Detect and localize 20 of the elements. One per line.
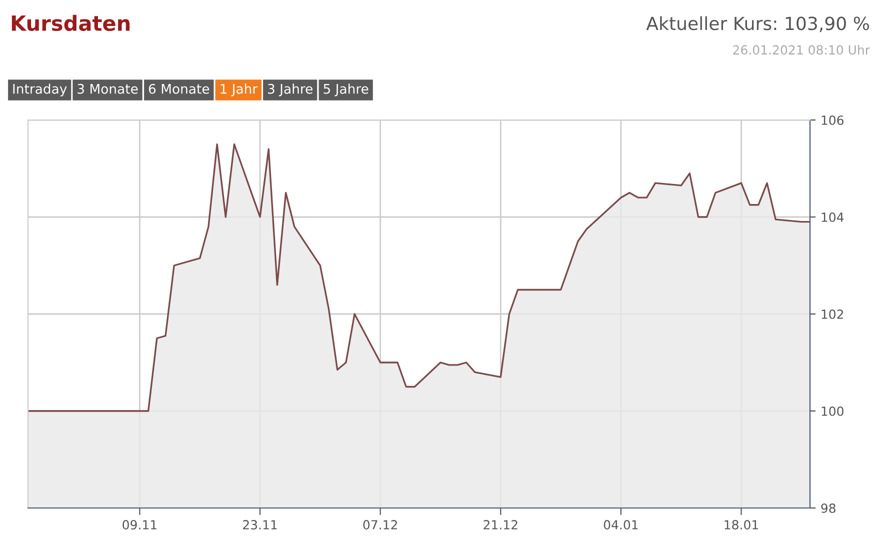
x-tick-label: 07.12 <box>363 520 397 530</box>
text: Intraday <box>13 84 67 96</box>
text: 26.01.2021 08:10 Uhr <box>733 44 870 55</box>
y-tick-label: 102 <box>822 309 844 319</box>
text: 5 Jahre <box>324 84 368 96</box>
x-tick-label: 18.01 <box>724 520 758 530</box>
text: 3 Monate <box>78 84 138 94</box>
x-tick-label: 23.11 <box>243 520 277 530</box>
text: 3 Jahre <box>268 84 312 96</box>
chart-title: Kursdaten <box>12 14 130 32</box>
text: Aktueller Kurs: 103,90 % <box>646 16 870 32</box>
text: 6 Monate <box>148 84 210 94</box>
y-tick-label: 104 <box>822 212 844 222</box>
y-tick-label: 106 <box>822 115 844 125</box>
y-tick-label: 100 <box>822 406 844 416</box>
x-tick-label: 04.01 <box>604 520 638 530</box>
x-tick-label: 09.11 <box>122 520 156 530</box>
x-tick-label: 21.12 <box>484 520 518 530</box>
y-tick-label: 98 <box>821 503 836 513</box>
text: 1 Jahr <box>220 84 258 96</box>
